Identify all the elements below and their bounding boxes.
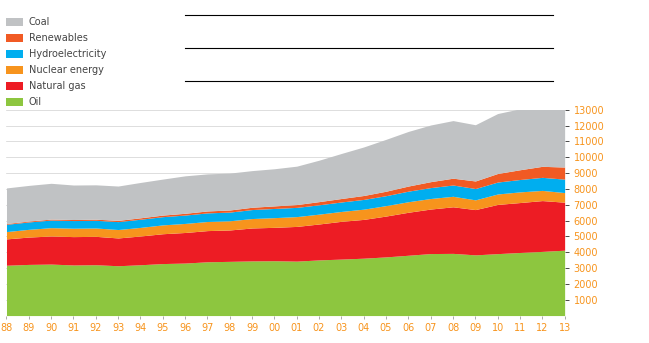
Text: Nuclear energy: Nuclear energy bbox=[29, 65, 104, 75]
FancyBboxPatch shape bbox=[6, 98, 23, 106]
FancyBboxPatch shape bbox=[6, 34, 23, 43]
FancyBboxPatch shape bbox=[6, 18, 23, 26]
FancyBboxPatch shape bbox=[6, 82, 23, 90]
Text: Renewables: Renewables bbox=[29, 33, 88, 43]
FancyBboxPatch shape bbox=[6, 66, 23, 74]
FancyBboxPatch shape bbox=[6, 50, 23, 58]
Text: Coal: Coal bbox=[29, 17, 50, 27]
Text: Natural gas: Natural gas bbox=[29, 81, 86, 91]
Text: Hydroelectricity: Hydroelectricity bbox=[29, 49, 106, 59]
Text: Oil: Oil bbox=[29, 97, 42, 107]
